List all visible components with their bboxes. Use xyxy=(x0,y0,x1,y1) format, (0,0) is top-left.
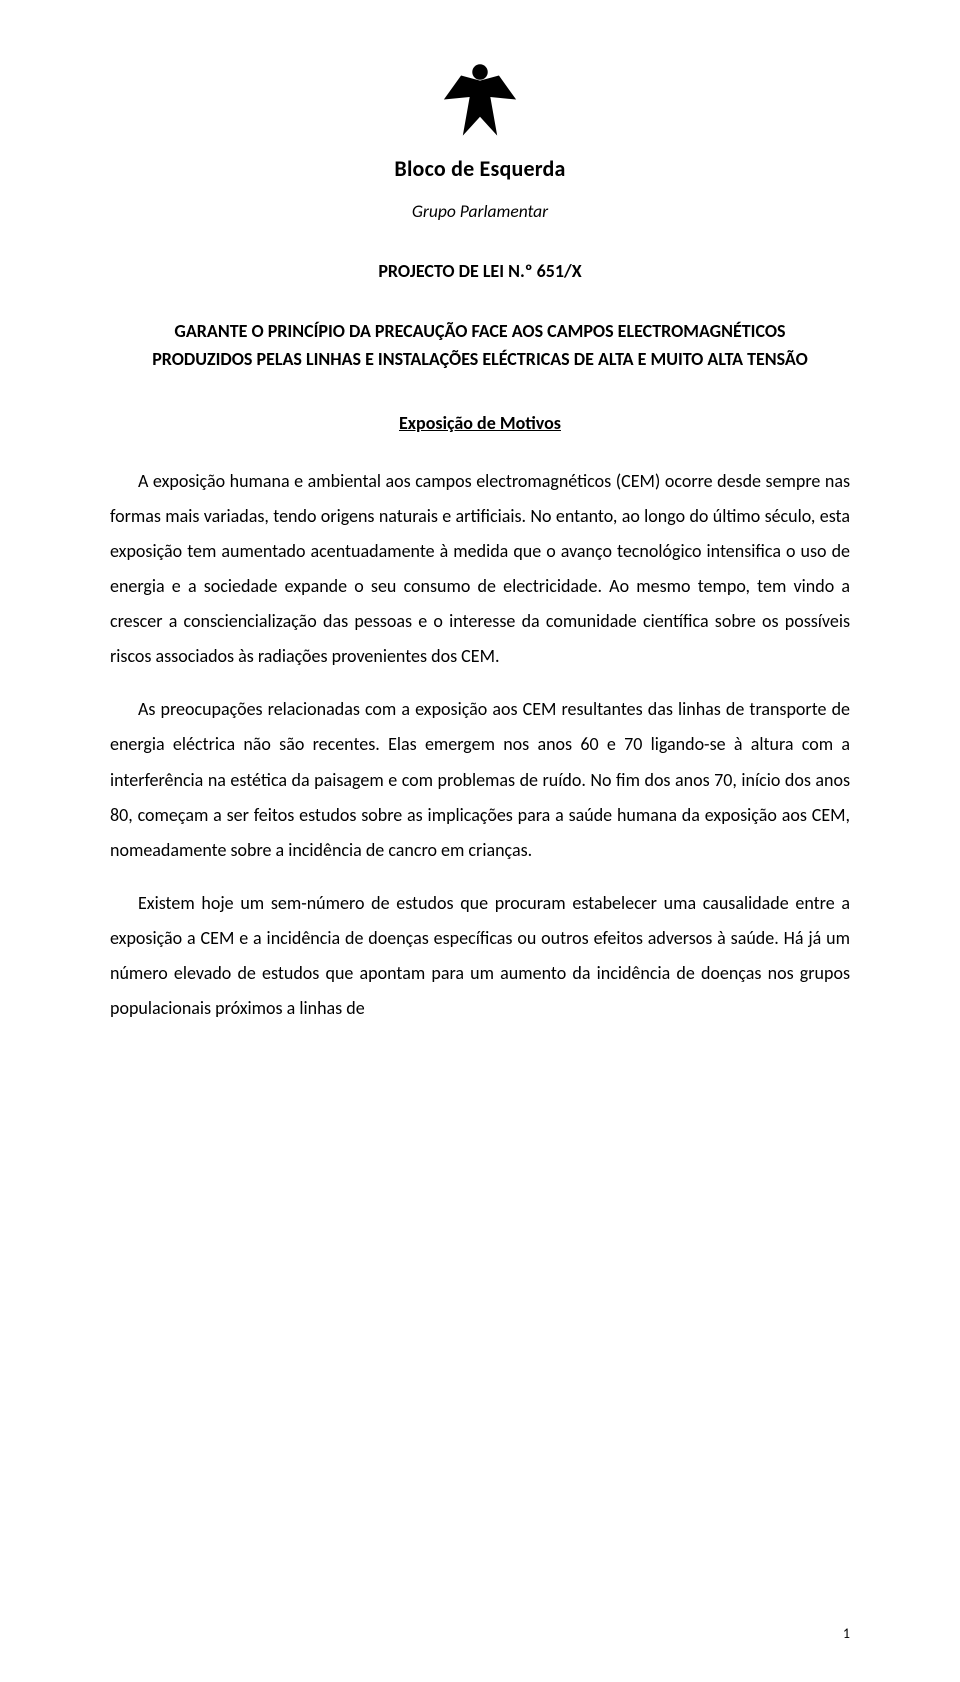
logo-block: Bloco de Esquerda xyxy=(110,60,850,182)
subject-title: GARANTE O PRINCÍPIO DA PRECAUÇÃO FACE AO… xyxy=(150,318,810,374)
star-person-icon xyxy=(437,60,523,151)
body-paragraph: Existem hoje um sem-número de estudos qu… xyxy=(110,886,850,1026)
body-paragraph: A exposição humana e ambiental aos campo… xyxy=(110,464,850,675)
group-label: Grupo Parlamentar xyxy=(110,200,850,222)
page-number: 1 xyxy=(843,1625,850,1642)
exposition-heading: Exposição de Motivos xyxy=(110,412,850,434)
org-name: Bloco de Esquerda xyxy=(110,155,850,182)
project-title: PROJECTO DE LEI N.º 651/X xyxy=(110,260,850,282)
body-paragraph: As preocupações relacionadas com a expos… xyxy=(110,692,850,867)
